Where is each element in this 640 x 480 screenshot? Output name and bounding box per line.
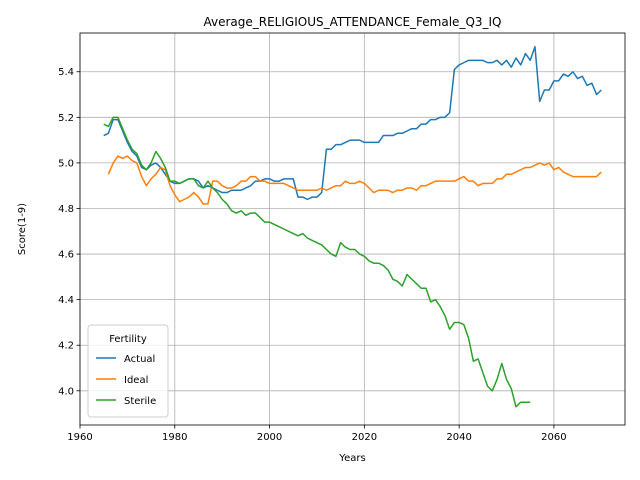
chart-title: Average_RELIGIOUS_ATTENDANCE_Female_Q3_I… xyxy=(203,15,501,29)
x-axis-label: Years xyxy=(338,453,365,464)
x-tick-label: 2020 xyxy=(352,432,377,443)
x-tick-label: 1980 xyxy=(162,432,187,443)
y-tick-label: 4.6 xyxy=(58,250,74,261)
y-axis-ticks: 4.0 4.2 4.4 4.6 4.8 5.0 5.2 5.4 xyxy=(58,67,80,397)
series-lines xyxy=(103,45,602,408)
y-tick-label: 4.0 xyxy=(58,386,74,397)
legend-items: Actual Ideal Sterile xyxy=(96,354,156,407)
legend-entry: Ideal xyxy=(124,375,148,386)
y-axis-label: Score(1-9) xyxy=(17,203,28,255)
y-tick-label: 5.4 xyxy=(58,67,74,78)
plot-frame xyxy=(79,32,626,426)
series-line-sterile xyxy=(103,116,531,408)
gridlines xyxy=(79,33,625,425)
y-tick-label: 4.8 xyxy=(58,204,74,215)
x-tick-label: 2060 xyxy=(541,432,566,443)
series-line-ideal xyxy=(107,155,602,205)
legend-entry: Sterile xyxy=(124,396,156,407)
y-tick-label: 5.0 xyxy=(58,158,74,169)
y-tick-label: 5.2 xyxy=(58,113,74,124)
legend: Fertility Actual Ideal Sterile xyxy=(87,324,169,418)
x-tick-label: 2040 xyxy=(446,432,471,443)
x-axis-ticks: 1960 1980 2000 2020 2040 2060 xyxy=(67,425,567,443)
legend-entry: Actual xyxy=(124,354,155,365)
y-tick-label: 4.2 xyxy=(58,341,74,352)
x-tick-label: 1960 xyxy=(67,432,92,443)
legend-title: Fertility xyxy=(109,334,147,345)
x-tick-label: 2000 xyxy=(257,432,282,443)
y-tick-label: 4.4 xyxy=(58,295,74,306)
legend-box xyxy=(87,324,169,418)
